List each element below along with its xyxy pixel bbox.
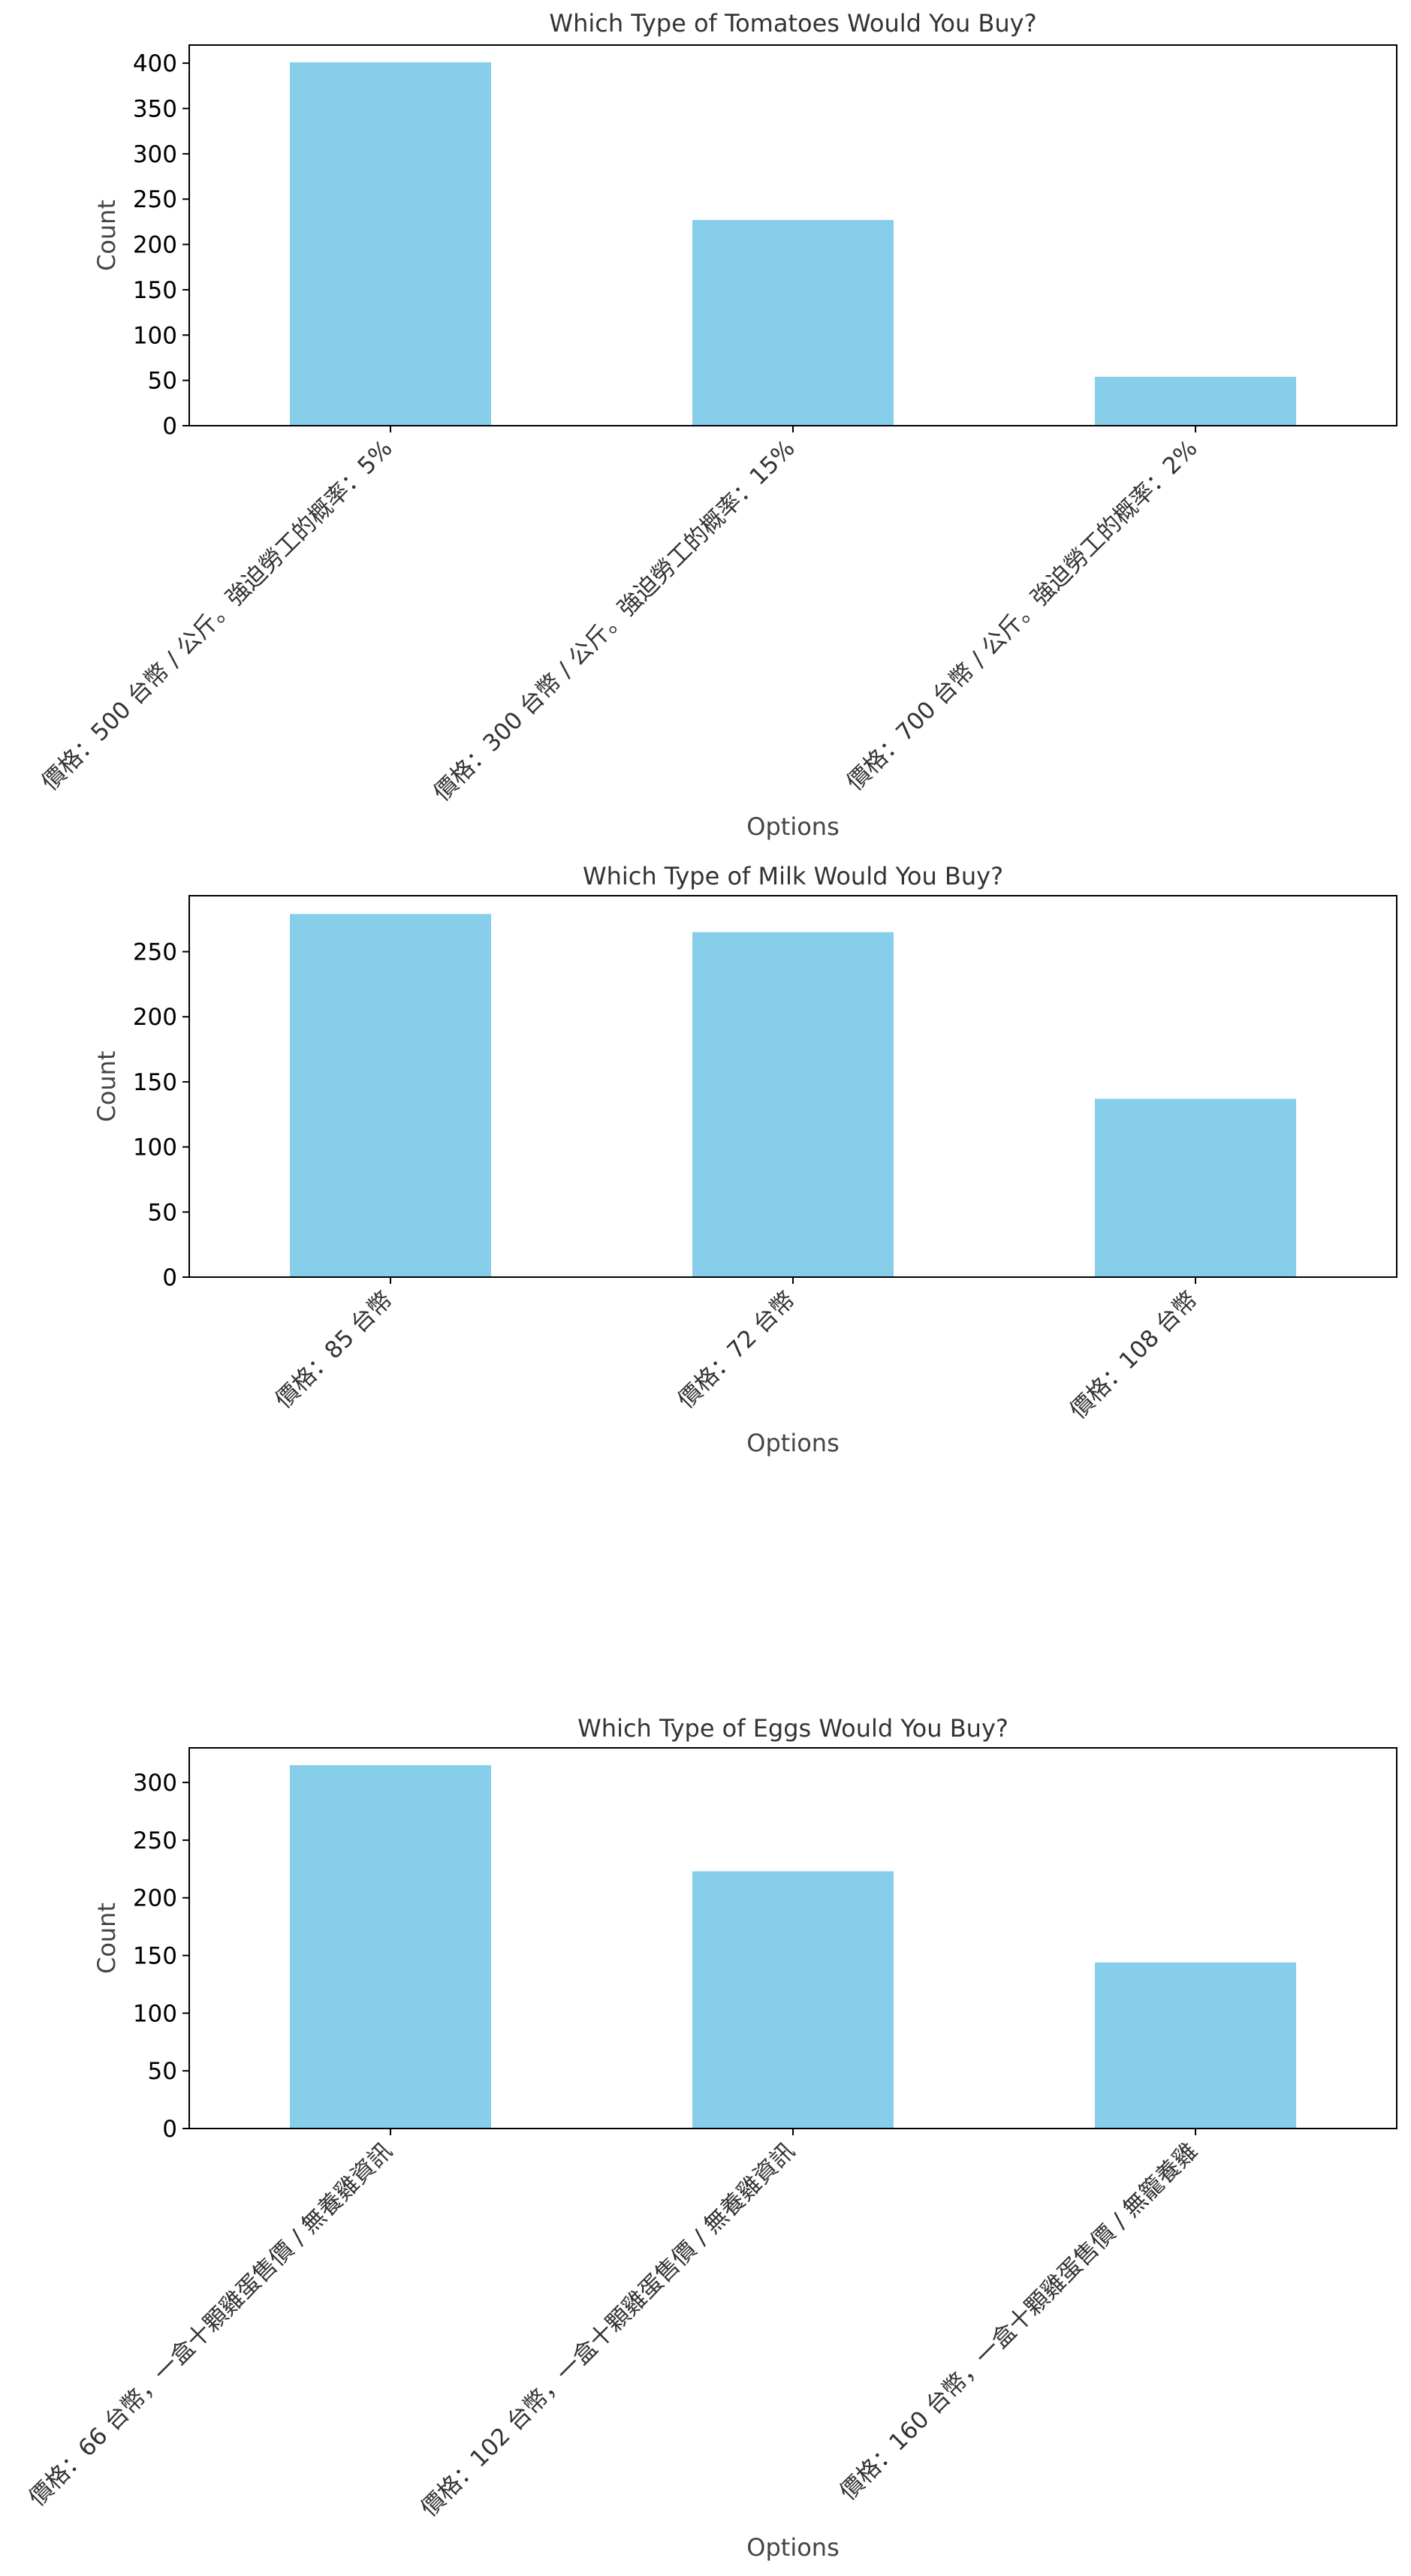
milk-y-tick-label-50: 50 <box>148 1199 177 1226</box>
tomatoes-y-tick-label-300: 300 <box>133 141 177 168</box>
milk-category-label-3: 價格：108 台幣 <box>1065 1286 1203 1424</box>
tomatoes-y-axis-label: Count <box>92 200 121 271</box>
eggs-y-tick-label-250: 250 <box>133 1827 177 1854</box>
milk-category-label-2: 價格：72 台幣 <box>673 1286 800 1414</box>
eggs-bar-2 <box>692 1871 894 2129</box>
tomatoes-y-tick-label-50: 50 <box>148 368 177 395</box>
tomatoes-y-tick-label-200: 200 <box>133 232 177 259</box>
milk-category-label-1: 價格：85 台幣 <box>270 1286 398 1414</box>
eggs-y-tick-label-0: 0 <box>162 2116 177 2143</box>
milk-x-axis-label: Options <box>746 1429 839 1457</box>
milk-y-tick-label-200: 200 <box>133 1004 177 1031</box>
eggs-y-tick-label-100: 100 <box>133 2000 177 2027</box>
eggs-y-tick-label-300: 300 <box>133 1770 177 1797</box>
tomatoes-category-label-2: 價格：300 台幣 / 公斤。強迫勞工的概率：15% <box>429 435 800 806</box>
eggs-y-tick-label-150: 150 <box>133 1943 177 1970</box>
tomatoes-y-tick-label-150: 150 <box>133 277 177 304</box>
eggs-x-axis-label: Options <box>746 2533 839 2562</box>
tomatoes-chart: Which Type of Tomatoes Would You Buy? 0 50… <box>37 9 1397 841</box>
milk-bar-2 <box>692 932 894 1277</box>
eggs-category-label-2: 價格：102 台幣，一盒十顆雞蛋售價 / 無養雞資訊 <box>416 2138 800 2522</box>
eggs-bar-3 <box>1095 1962 1296 2129</box>
tomatoes-x-axis-label: Options <box>746 812 839 841</box>
milk-y-tick-label-100: 100 <box>133 1134 177 1161</box>
tomatoes-category-label-1: 價格：500 台幣 / 公斤。強迫勞工的概率：5% <box>37 435 398 796</box>
eggs-y-axis-label: Count <box>92 1903 121 1974</box>
eggs-category-label-3: 價格：160 台幣，一盒十顆雞蛋售價 / 無籠養雞 <box>834 2138 1202 2505</box>
eggs-y-tick-label-50: 50 <box>148 2058 177 2085</box>
eggs-chart: Which Type of Eggs Would You Buy? 0 50 100 1… <box>24 1714 1397 2562</box>
eggs-bar-1 <box>290 1765 491 2129</box>
milk-y-tick-label-0: 0 <box>162 1264 177 1291</box>
tomatoes-bar-3 <box>1095 376 1296 426</box>
tomatoes-y-tick-label-350: 350 <box>133 96 177 123</box>
tomatoes-y-tick-label-400: 400 <box>133 50 177 77</box>
tomatoes-y-tick-label-250: 250 <box>133 186 177 213</box>
eggs-category-label-1: 價格：66 台幣，一盒十顆雞蛋售價 / 無養雞資訊 <box>24 2138 398 2511</box>
eggs-chart-title: Which Type of Eggs Would You Buy? <box>577 1714 1009 1743</box>
milk-bar-3 <box>1095 1098 1296 1277</box>
milk-y-tick-label-150: 150 <box>133 1069 177 1096</box>
eggs-y-tick-label-200: 200 <box>133 1885 177 1912</box>
tomatoes-chart-title: Which Type of Tomatoes Would You Buy? <box>549 9 1036 38</box>
tomatoes-bar-2 <box>692 219 894 426</box>
tomatoes-category-label-3: 價格：700 台幣 / 公斤。強迫勞工的概率：2% <box>842 435 1203 796</box>
tomatoes-y-tick-label-100: 100 <box>133 322 177 349</box>
tomatoes-y-tick-label-0: 0 <box>162 413 177 440</box>
milk-chart-title: Which Type of Milk Would You Buy? <box>583 862 1003 890</box>
tomatoes-bar-1 <box>290 62 491 426</box>
milk-chart: Which Type of Milk Would You Buy? 0 50 100 1… <box>92 862 1397 1457</box>
milk-bar-1 <box>290 914 491 1277</box>
milk-y-tick-label-250: 250 <box>133 939 177 966</box>
milk-y-axis-label: Count <box>92 1050 121 1122</box>
